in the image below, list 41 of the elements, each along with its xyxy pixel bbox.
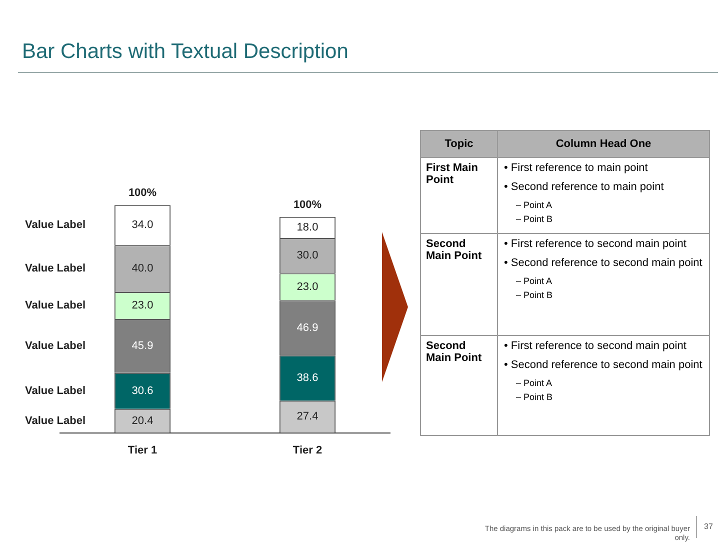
text: • Second reference to main point bbox=[504, 181, 665, 193]
data-label: 46.9 bbox=[296, 322, 318, 334]
data-label: 30.0 bbox=[296, 250, 318, 262]
data-label: 18.0 bbox=[296, 222, 318, 234]
text: Value Label bbox=[25, 262, 86, 275]
data-label: 23.0 bbox=[296, 280, 318, 293]
data-label: 34.0 bbox=[132, 219, 154, 232]
text: Value Label bbox=[25, 300, 86, 312]
text: 100% bbox=[128, 187, 157, 200]
text: Second Main Point bbox=[420, 336, 498, 436]
text: – Point A bbox=[516, 200, 554, 210]
text: 37 bbox=[704, 522, 713, 531]
x-tick-label: Tier 1 bbox=[128, 444, 158, 456]
data-label: 30.6 bbox=[132, 384, 154, 397]
annotation: 100% bbox=[293, 198, 322, 211]
text: Column Head One bbox=[498, 130, 710, 158]
data-label: 27.4 bbox=[296, 410, 318, 423]
text: – Point B bbox=[516, 392, 554, 402]
data-label: 40.0 bbox=[132, 262, 154, 275]
text: • First reference to second main point bbox=[504, 238, 688, 250]
text: Value Label bbox=[25, 340, 86, 352]
data-label: 23.0 bbox=[132, 300, 154, 312]
data-label: 20.4 bbox=[132, 414, 154, 427]
text: • Second reference to second main point bbox=[504, 257, 704, 269]
text: Value Label bbox=[25, 384, 86, 397]
text: – Point B bbox=[516, 290, 554, 300]
x-tick-label: Tier 2 bbox=[292, 444, 322, 456]
text: – Point B bbox=[516, 214, 554, 224]
text: • First reference to main point bbox=[504, 162, 649, 174]
text: Value Label bbox=[25, 219, 86, 232]
text: Topic bbox=[420, 130, 498, 158]
text: Second Main Point bbox=[420, 234, 498, 336]
text: Value Label bbox=[25, 414, 86, 427]
text: – Point A bbox=[516, 276, 554, 286]
text: – Point A bbox=[516, 378, 554, 388]
text: First Main Point bbox=[420, 158, 498, 234]
chart-title: Bar Charts with Textual Description bbox=[22, 40, 348, 64]
data-label: 45.9 bbox=[132, 340, 154, 352]
text: • First reference to second main point bbox=[504, 340, 688, 352]
text: • Second reference to second main point bbox=[504, 359, 704, 371]
data-label: 38.6 bbox=[296, 372, 318, 384]
